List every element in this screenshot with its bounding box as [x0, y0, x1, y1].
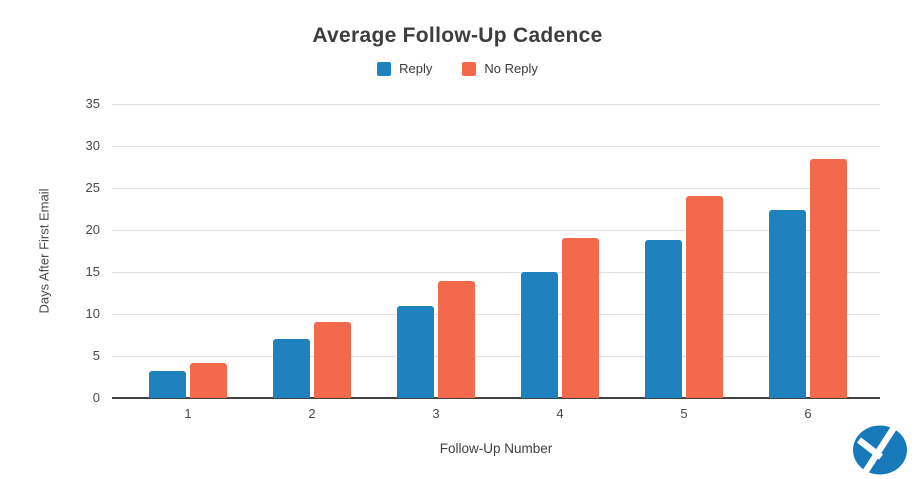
logo-y-long-stroke	[861, 424, 898, 476]
bar-no-reply-5	[686, 196, 723, 398]
reply-swatch	[377, 61, 392, 76]
bar-no-reply-6	[810, 158, 847, 398]
x-tick-label-3: 3	[432, 406, 440, 421]
no-reply-swatch	[462, 61, 477, 76]
gridline-15	[112, 271, 880, 273]
legend: Reply No Reply	[0, 61, 915, 76]
y-axis-title: Days After First Email	[36, 188, 52, 314]
bar-no-reply-1	[190, 362, 227, 398]
x-tick-label-5: 5	[680, 406, 688, 421]
bar-reply-4	[521, 272, 558, 398]
plot-area: 1 2 3 4 5 6	[112, 103, 880, 421]
gridline-10	[112, 313, 880, 315]
legend-label-reply: Reply	[399, 61, 433, 76]
gridline-35	[112, 103, 880, 105]
y-tick-label-5: 5	[92, 348, 100, 363]
yesware-logo	[853, 424, 907, 476]
x-axis-title: Follow-Up Number	[439, 441, 553, 456]
y-tick-label-10: 10	[85, 306, 100, 321]
x-tick-label-1: 1	[184, 406, 192, 421]
y-tick-label-25: 25	[85, 180, 100, 195]
x-axis-line	[112, 397, 880, 399]
y-tick-label-20: 20	[85, 222, 100, 237]
legend-item-reply: Reply	[377, 61, 432, 76]
chart-title: Average Follow-Up Cadence	[312, 24, 603, 47]
gridline-20	[112, 229, 880, 231]
gridline-30	[112, 145, 880, 147]
bar-reply-6	[769, 209, 806, 398]
bar-reply-1	[149, 371, 186, 398]
bar-no-reply-3	[438, 281, 475, 398]
bar-reply-2	[273, 339, 310, 398]
legend-item-no-reply: No Reply	[462, 61, 538, 76]
logo-y-branch-stroke	[857, 437, 883, 460]
y-tick-label-15: 15	[85, 264, 100, 279]
gridline-25	[112, 187, 880, 189]
legend-label-no-reply: No Reply	[484, 61, 538, 76]
bar-reply-5	[645, 240, 682, 398]
x-tick-label-4: 4	[556, 406, 564, 421]
x-tick-label-2: 2	[308, 406, 316, 421]
bar-no-reply-4	[562, 238, 599, 398]
bar-reply-3	[397, 305, 434, 398]
y-tick-label-35: 35	[85, 96, 100, 111]
y-tick-label-30: 30	[85, 138, 100, 153]
x-tick-label-6: 6	[804, 406, 812, 421]
bar-no-reply-2	[314, 322, 351, 398]
gridline-5	[112, 355, 880, 357]
y-tick-label-0: 0	[92, 390, 100, 405]
